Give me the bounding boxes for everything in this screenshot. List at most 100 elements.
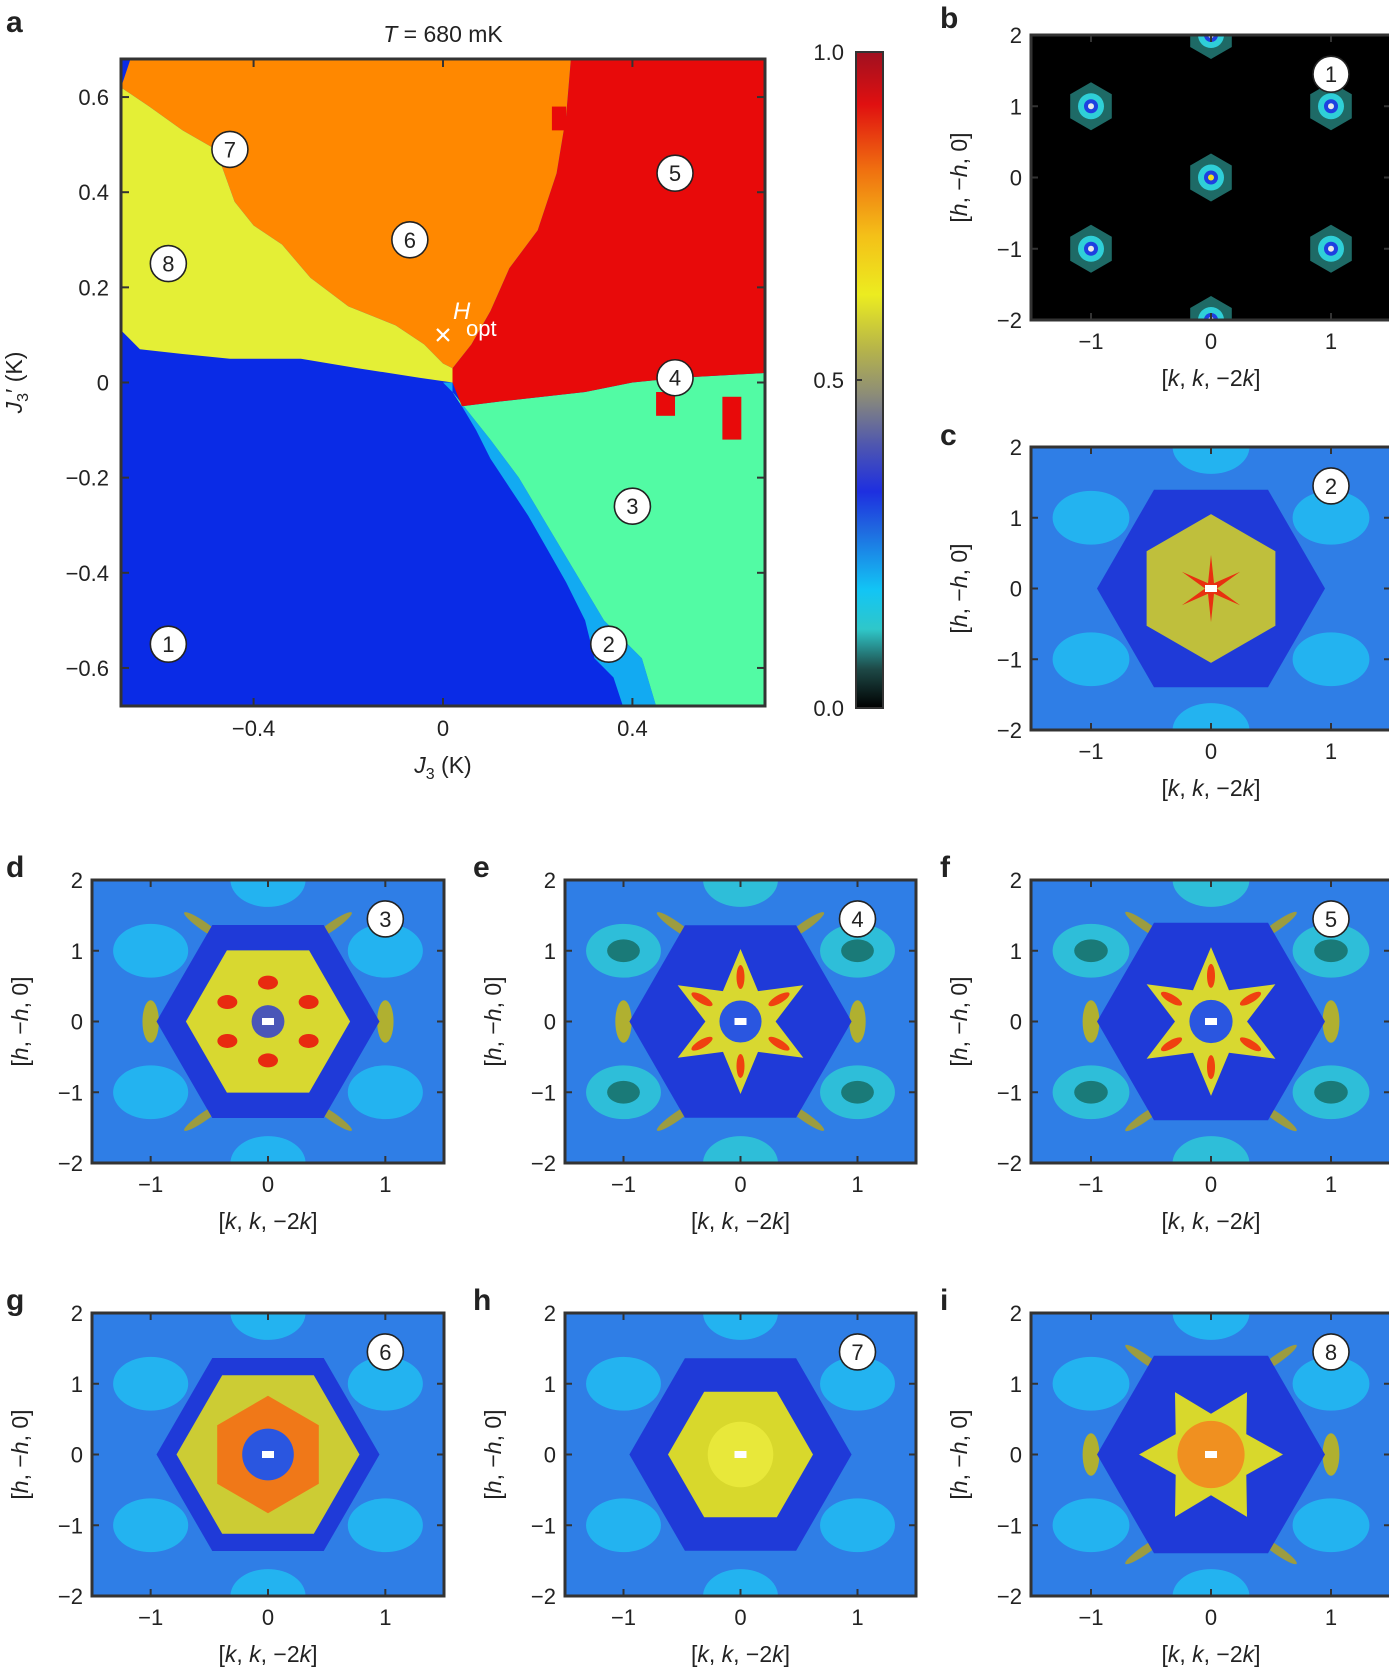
pattern-badge: 1 <box>1312 55 1350 93</box>
y-tick-label: 2 <box>1010 1301 1022 1326</box>
diffuse-blob <box>1172 1569 1250 1596</box>
y-tick-label: −2 <box>531 1151 556 1176</box>
diffuse-rod <box>849 1000 866 1043</box>
x-axis-label-part: k <box>225 1208 238 1234</box>
y-tick-label: −1 <box>997 237 1022 262</box>
x-axis-label-part: k <box>1192 365 1205 391</box>
diffuse-blob-core <box>607 1080 640 1104</box>
pattern-badge-circle <box>1312 55 1350 93</box>
x-axis-label-part: , −2 <box>1204 1641 1243 1667</box>
x-axis-label: J3 (K) <box>413 752 471 783</box>
x-axis-label-part: k <box>1243 1641 1256 1667</box>
intensity-map-5 <box>1031 880 1389 1163</box>
x-axis-label-part: k <box>772 1208 785 1234</box>
diffuse-blob <box>1172 880 1250 907</box>
diffuse-blob <box>1292 632 1370 687</box>
x-tick-label: −1 <box>611 1172 636 1197</box>
x-axis-label-part: , −2 <box>1204 775 1243 801</box>
region-5 <box>433 59 765 407</box>
y-axis-label-part: [ <box>7 1493 33 1500</box>
intensity-map-4 <box>565 880 916 1163</box>
diffuse-blob <box>347 1356 423 1411</box>
y-tick-label: −0.2 <box>66 466 109 491</box>
x-axis-label-part: ] <box>1254 775 1260 801</box>
panel-letter-g: g <box>6 1284 24 1317</box>
x-axis-label: [k, k, −2k] <box>218 1208 317 1234</box>
y-axis-label-part: h <box>946 164 972 177</box>
y-axis-label-part: , − <box>7 1454 33 1480</box>
x-tick-label: 0 <box>1205 1172 1217 1197</box>
x-axis-label-part: J <box>413 752 426 778</box>
x-axis-label-part: , −2 <box>261 1641 300 1667</box>
y-tick-label: 0 <box>1010 166 1022 191</box>
y-axis-label: [h, −h, 0] <box>946 1409 972 1499</box>
x-axis-label-part: [ <box>1161 775 1168 801</box>
pattern-badge-text: 1 <box>1325 62 1337 87</box>
y-axis-label-part: h <box>480 1047 506 1060</box>
y-axis-label-part: , 0] <box>7 1409 33 1441</box>
diffuse-blob <box>1292 490 1370 545</box>
y-tick-label: −2 <box>997 1151 1022 1176</box>
diffuse-rod <box>1322 1000 1340 1043</box>
x-tick-label: 1 <box>851 1605 863 1630</box>
x-axis-label-part: k <box>300 1641 313 1667</box>
region-label-text: 6 <box>404 228 416 253</box>
x-axis-label-part: ] <box>311 1641 317 1667</box>
x-tick-label: 0 <box>262 1172 274 1197</box>
y-axis-label-part: , 0] <box>946 976 972 1008</box>
diffuse-peak <box>217 1033 238 1048</box>
x-tick-label: 1 <box>851 1172 863 1197</box>
x-axis-label-part: k <box>697 1208 710 1234</box>
y-axis-label-part: , − <box>7 1021 33 1047</box>
diffuse-blob <box>230 880 306 907</box>
y-axis-label-part: , 0] <box>946 543 972 575</box>
diffuse-peak <box>298 995 319 1010</box>
x-axis-label-part: [ <box>218 1208 225 1234</box>
panel-letter-e: e <box>473 851 490 884</box>
diffuse-peak <box>691 1036 713 1051</box>
y-axis-label-part: J <box>1 401 27 414</box>
x-axis-label-part: , −2 <box>1204 365 1243 391</box>
diffuse-peak <box>1207 963 1215 988</box>
y-axis-label-part: , 0] <box>7 976 33 1008</box>
x-axis-label-part: [ <box>1161 365 1168 391</box>
diffuse-peak <box>298 1033 319 1048</box>
x-axis-label-part: ] <box>311 1208 317 1234</box>
intensity-map-6 <box>92 1313 444 1596</box>
pattern-badge: 8 <box>1312 1333 1350 1371</box>
x-axis-label-part: , <box>1179 775 1192 801</box>
x-axis-label-part: [ <box>691 1208 698 1234</box>
region-4-island <box>656 392 676 416</box>
x-tick-label: 0 <box>734 1172 746 1197</box>
diffuse-peak <box>1239 991 1262 1006</box>
diffuse-rod <box>615 1000 632 1043</box>
x-tick-label: 1 <box>1325 1605 1337 1630</box>
y-axis-label-part: h <box>480 1480 506 1493</box>
x-axis-label: [k, k, −2k] <box>1161 775 1260 801</box>
x-tick-label: 0 <box>437 716 449 741</box>
diffuse-blob <box>113 1498 189 1553</box>
diffuse-blob <box>230 1136 306 1163</box>
x-tick-label: 1 <box>1325 329 1337 354</box>
region-label: 6 <box>391 220 429 259</box>
pattern-badge: 3 <box>366 900 405 938</box>
diffuse-peak <box>736 965 745 990</box>
x-axis-label-part: ] <box>784 1208 790 1234</box>
y-tick-label: 0 <box>544 1443 556 1468</box>
diffuse-blob <box>703 1136 778 1163</box>
diffuse-peak <box>1160 991 1183 1006</box>
y-tick-label: 2 <box>1010 868 1022 893</box>
x-axis-label-part: , −2 <box>1204 1208 1243 1234</box>
y-axis-label-part: h <box>946 575 972 588</box>
x-axis-label: [k, k, −2k] <box>1161 1641 1260 1667</box>
x-tick-label: 0 <box>1205 329 1217 354</box>
diffuse-blob <box>1172 703 1250 730</box>
x-axis-label-part: k <box>722 1208 735 1234</box>
region-label: 1 <box>149 625 188 663</box>
pattern-badge-text: 2 <box>1325 474 1337 499</box>
pattern-badge-text: 5 <box>1325 907 1337 932</box>
panel-letter-f: f <box>940 851 951 884</box>
y-axis-label-part: , − <box>480 1021 506 1047</box>
panel-letter-c: c <box>940 419 957 452</box>
x-axis-label-part: [ <box>218 1641 225 1667</box>
